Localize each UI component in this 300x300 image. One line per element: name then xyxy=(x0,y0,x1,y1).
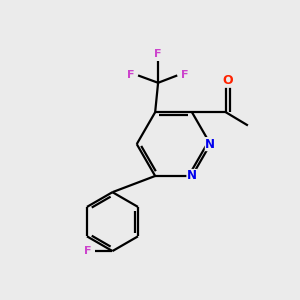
Text: F: F xyxy=(154,49,162,59)
Text: F: F xyxy=(84,246,91,256)
Text: F: F xyxy=(181,70,188,80)
Text: N: N xyxy=(187,169,197,182)
Text: F: F xyxy=(127,70,135,80)
Text: O: O xyxy=(222,74,232,87)
Text: N: N xyxy=(206,138,215,151)
